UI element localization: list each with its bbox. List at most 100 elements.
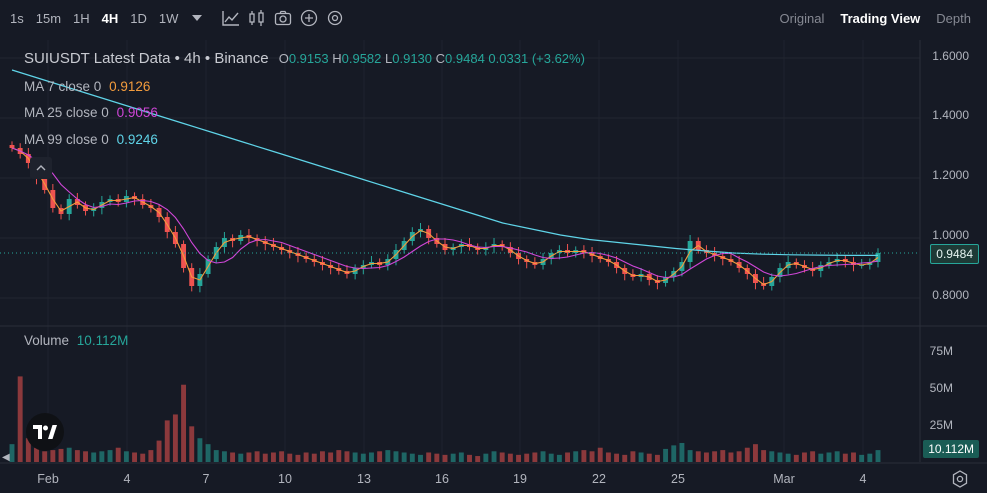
price-tick-2: 1.4000 xyxy=(932,108,969,122)
volume-bar xyxy=(622,454,628,462)
candle-body xyxy=(9,145,15,148)
timeframe-1d[interactable]: 1D xyxy=(130,10,147,26)
collapse-legend-button[interactable] xyxy=(30,157,52,179)
volume-bar xyxy=(753,444,758,462)
volume-bar xyxy=(91,452,97,462)
tab-trading-view[interactable]: Trading View xyxy=(840,10,921,26)
volume-bar xyxy=(736,451,742,462)
volume-bar xyxy=(556,454,562,462)
volume-bar xyxy=(246,452,252,462)
price-tick-3: 1.2000 xyxy=(932,168,969,182)
volume-bar xyxy=(270,452,276,462)
volume-bar xyxy=(671,445,677,462)
volume-bar xyxy=(703,452,709,462)
volume-bar xyxy=(213,450,219,462)
volume-bar xyxy=(336,450,342,462)
volume-bar xyxy=(810,451,816,462)
volume-bar xyxy=(458,452,464,462)
change-value: 0.0331 xyxy=(488,51,529,66)
volume-bar xyxy=(679,442,685,462)
scroll-left-icon[interactable]: ◀ xyxy=(2,452,10,463)
volume-bar xyxy=(589,451,595,462)
volume-bar xyxy=(238,453,244,462)
ma25-value: 0.9056 xyxy=(116,105,158,120)
close-value: 0.9484 xyxy=(445,51,485,66)
timeframe-1h[interactable]: 1H xyxy=(73,10,90,26)
timeframe-1w[interactable]: 1W xyxy=(158,10,179,26)
volume-bar xyxy=(344,451,350,462)
volume-bar xyxy=(426,452,432,462)
volume-bar xyxy=(123,451,129,462)
ma99-value: 0.9246 xyxy=(116,132,158,147)
volume-bar xyxy=(728,452,734,462)
volume-bar xyxy=(34,447,39,462)
screenshot-icon[interactable] xyxy=(270,10,296,26)
volume-bar xyxy=(548,453,554,462)
volume-bar xyxy=(205,444,211,462)
volume-bar xyxy=(148,450,154,462)
volume-bar xyxy=(573,451,579,462)
timeframe-4h[interactable]: 4H xyxy=(101,10,119,26)
timeframe-1s[interactable]: 1s xyxy=(10,10,24,26)
chevron-down-icon[interactable] xyxy=(184,15,210,21)
volume-bar xyxy=(499,452,505,462)
volume-bar xyxy=(401,452,407,462)
volume-bar xyxy=(107,450,113,462)
date-tick-mar: Mar xyxy=(773,472,795,486)
volume-bar xyxy=(295,454,301,462)
timeframe-15m[interactable]: 15m xyxy=(35,10,62,26)
volume-bar xyxy=(663,448,669,462)
volume-bar xyxy=(818,453,824,462)
ma99-legend[interactable]: MA 99 close 0 0.9246 xyxy=(24,132,158,147)
volume-bar xyxy=(42,451,48,462)
volume-bar xyxy=(221,451,227,462)
tab-depth[interactable]: Depth xyxy=(936,10,971,26)
volume-bar xyxy=(507,453,513,462)
volume-bar xyxy=(687,450,693,462)
volume-bar xyxy=(630,451,636,462)
date-tick-25: 25 xyxy=(671,472,685,486)
volume-bar xyxy=(320,451,325,462)
settings-icon[interactable] xyxy=(322,9,348,27)
volume-bar xyxy=(769,451,775,462)
date-tick-13: 13 xyxy=(357,472,371,486)
volume-tick-50m: 50M xyxy=(929,381,953,395)
volume-bar xyxy=(9,444,15,462)
volume-bar xyxy=(720,450,726,462)
ma7-legend[interactable]: MA 7 close 0 0.9126 xyxy=(24,79,150,94)
volume-bar xyxy=(58,448,64,462)
volume-bar xyxy=(360,453,366,462)
indicators-icon[interactable] xyxy=(244,10,270,26)
tradingview-logo[interactable] xyxy=(26,413,64,451)
ma7-label: MA 7 close 0 xyxy=(24,79,102,94)
current-volume-tag: 10.112M xyxy=(923,440,979,458)
volume-bar xyxy=(140,453,146,462)
volume-bar xyxy=(189,426,195,462)
volume-bar xyxy=(369,452,374,462)
date-tick-19: 19 xyxy=(513,472,527,486)
add-icon[interactable] xyxy=(296,9,322,27)
volume-value: 10.112M xyxy=(76,333,129,348)
tab-original[interactable]: Original xyxy=(779,10,825,26)
volume-bar xyxy=(377,451,383,462)
volume-bar xyxy=(467,454,472,462)
volume-bar xyxy=(638,452,644,462)
volume-bar xyxy=(132,452,137,462)
volume-bar xyxy=(172,414,178,462)
volume-bar xyxy=(197,438,203,462)
volume-bar xyxy=(842,453,848,462)
chart-settings-icon[interactable] xyxy=(951,470,969,493)
date-tick-7: 7 xyxy=(202,472,210,486)
volume-bar xyxy=(164,420,170,462)
date-tick-feb: Feb xyxy=(37,472,59,486)
date-tick-10: 10 xyxy=(278,472,292,486)
current-price-tag: 0.9484 xyxy=(930,244,979,264)
ma25-legend[interactable]: MA 25 close 0 0.9056 xyxy=(24,105,158,120)
low-label: L xyxy=(385,51,393,66)
volume-bar xyxy=(74,450,80,462)
volume-bar xyxy=(181,384,187,462)
volume-bar xyxy=(875,450,881,462)
volume-bar xyxy=(409,453,415,462)
chart-type-icon[interactable] xyxy=(218,10,244,26)
